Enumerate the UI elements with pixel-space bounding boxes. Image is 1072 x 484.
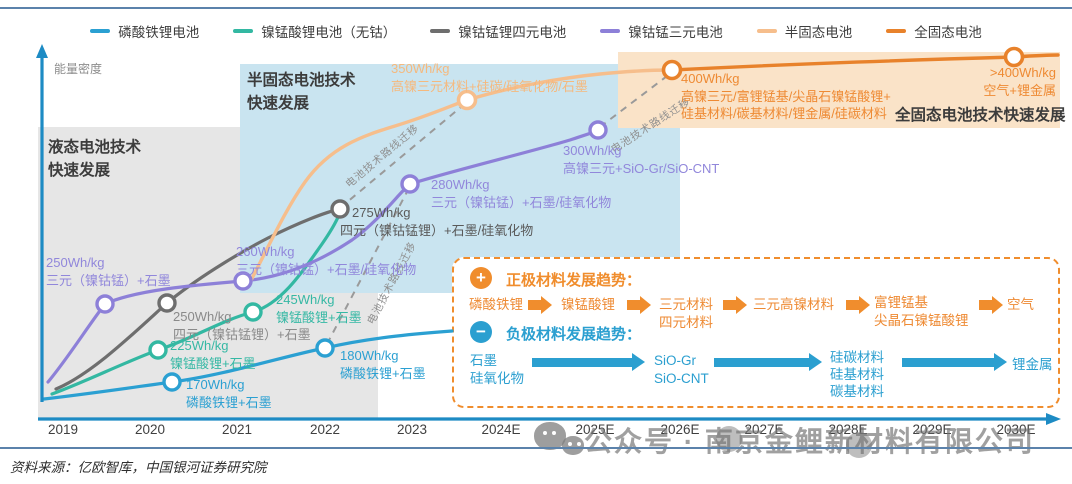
legend-label: 镍锰酸锂电池（无钴）	[261, 25, 397, 40]
point-label-400plus: >400Wh/kg 空气+锂金属	[983, 65, 1056, 98]
point-label-260: 260Wh/kg 三元（镍钴锰）+石墨/硅氧化物	[236, 244, 417, 277]
point-label-225: 225Wh/kg 镍锰酸锂+石墨	[170, 338, 256, 371]
solid-region-title: 全固态电池技术快速发展	[895, 107, 1066, 124]
legend-item-solid: 全固态电池	[886, 21, 982, 41]
legend-item-lfp: 磷酸铁锂电池	[90, 21, 199, 41]
cathode-trend-title: 正极材料发展趋势：	[506, 272, 642, 289]
cathode-step: 三元材料 四元材料	[659, 297, 713, 330]
cathode-step: 磷酸铁锂	[469, 297, 523, 312]
cathode-step: 空气	[1007, 297, 1034, 312]
line-swatch-icon	[430, 29, 451, 33]
x-tick: 2021	[221, 422, 253, 437]
minus-icon: −	[470, 321, 492, 343]
legend-label: 镍钴锰三元电池	[628, 25, 723, 40]
cathode-step: 镍锰酸锂	[561, 297, 615, 312]
x-tick: 2022	[309, 422, 341, 437]
x-axis-arrow-icon	[1046, 413, 1061, 425]
x-tick: 2025E	[575, 422, 615, 437]
point-label-350: 350Wh/kg 高镍三元材料+硅碳/硅氧化物/石墨	[391, 61, 588, 94]
x-tick: 2027E	[744, 422, 784, 437]
point-label-280: 280Wh/kg 三元（镍钴锰）+石墨/硅氧化物	[431, 177, 612, 210]
arrow-right-icon	[846, 296, 870, 314]
point-label-245: 245Wh/kg 镍锰酸锂+石墨	[276, 292, 362, 325]
point-label-250-ncm: 250Wh/kg 三元（镍钴锰）+石墨	[46, 255, 171, 288]
point-label-180: 180Wh/kg 磷酸铁锂+石墨	[340, 348, 426, 381]
material-trend-box: + 正极材料发展趋势： 磷酸铁锂 镍锰酸锂 三元材料 四元材料 三元高镍材料 富锂…	[452, 257, 1060, 408]
anode-step: 锂金属	[1012, 357, 1053, 372]
wechat-icon	[562, 436, 584, 455]
line-swatch-icon	[756, 29, 777, 33]
legend-item-ncm: 镍钴锰三元电池	[600, 21, 723, 41]
point-label-170: 170Wh/kg 磷酸铁锂+石墨	[186, 377, 272, 410]
anode-step: 硅碳材料 硅基材料 碳基材料	[830, 350, 884, 399]
anode-step: 石墨 硅氧化物	[470, 353, 524, 386]
point-label-250-quad: 250Wh/kg 四元（镍钴锰锂）+石墨	[173, 309, 311, 342]
legend-label: 磷酸铁锂电池	[118, 25, 200, 40]
x-tick: 2026E	[660, 422, 700, 437]
x-tick: 2029E	[912, 422, 952, 437]
y-axis-label: 能量密度	[54, 62, 103, 76]
x-tick: 2019	[47, 422, 79, 437]
anode-step: SiO-Gr SiO-CNT	[654, 353, 709, 386]
cathode-step: 三元高镍材料	[753, 297, 834, 312]
anode-trend-title: 负极材料发展趋势：	[506, 326, 642, 343]
arrow-right-icon	[528, 296, 552, 314]
x-tick: 2030E	[996, 422, 1036, 437]
semi-region-title: 半固态电池技术 快速发展	[247, 72, 356, 112]
liquid-region-title: 液态电池技术 快速发展	[48, 139, 142, 179]
x-tick: 2028E	[828, 422, 868, 437]
arrow-right-icon	[723, 296, 747, 314]
x-tick: 2020	[134, 422, 166, 437]
line-swatch-icon	[886, 29, 907, 33]
cathode-step: 富锂锰基 尖晶石镍锰酸锂	[874, 295, 969, 328]
top-divider	[0, 7, 1072, 9]
point-label-400: 400Wh/kg 高镍三元/富锂锰基/尖晶石镍锰酸锂+ 硅基材料/碳基材料/锂金属/…	[681, 71, 891, 121]
line-swatch-icon	[90, 29, 111, 33]
arrow-right-icon	[714, 353, 822, 371]
legend-item-quad: 镍钴锰锂四元电池	[430, 21, 566, 41]
x-tick: 2023	[396, 422, 428, 437]
line-swatch-icon	[233, 29, 254, 33]
arrow-right-icon	[532, 353, 645, 371]
legend-label: 全固态电池	[914, 25, 982, 40]
legend: 磷酸铁锂电池 镍锰酸锂电池（无钴） 镍钴锰锂四元电池 镍钴锰三元电池 半固态电池…	[0, 21, 1072, 41]
legend-item-semi-solid: 半固态电池	[756, 21, 853, 41]
source-note: 资料来源：亿欧智库，中国银河证券研究院	[10, 460, 267, 475]
arrow-right-icon	[979, 296, 1003, 314]
arrow-right-icon	[627, 296, 651, 314]
x-tick: 2024E	[481, 422, 521, 437]
wechat-icon	[534, 422, 566, 450]
arrow-right-icon	[902, 353, 1007, 371]
line-swatch-icon	[600, 29, 621, 33]
plus-icon: +	[470, 267, 492, 289]
legend-label: 镍钴锰锂四元电池	[458, 25, 567, 40]
bottom-divider	[0, 447, 1072, 449]
point-label-275: 275Wh/kg 四元（镍钴锰锂）+石墨/硅氧化物	[340, 205, 534, 238]
legend-item-lnmo: 镍锰酸锂电池（无钴）	[233, 21, 396, 41]
legend-label: 半固态电池	[784, 25, 853, 40]
y-axis-arrow-icon	[36, 44, 48, 58]
point-label-300: 300Wh/kg 高镍三元+SiO-Gr/SiO-CNT	[563, 143, 720, 176]
